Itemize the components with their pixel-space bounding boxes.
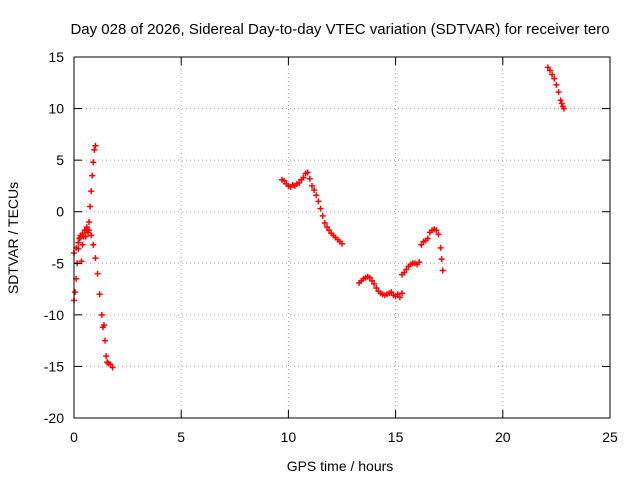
data-point — [88, 188, 95, 195]
x-tick-label: 20 — [495, 429, 511, 445]
data-point — [369, 277, 376, 284]
data-point — [326, 227, 333, 234]
x-tick-label: 0 — [70, 429, 78, 445]
data-point — [90, 159, 97, 166]
data-point — [315, 198, 322, 205]
y-tick-label: -5 — [52, 255, 65, 271]
data-point — [551, 75, 558, 82]
x-tick-label: 5 — [177, 429, 185, 445]
data-point — [371, 280, 378, 287]
data-point — [90, 241, 97, 248]
data-point — [77, 234, 84, 241]
y-tick-label: 15 — [48, 49, 64, 65]
data-point — [82, 233, 89, 240]
y-axis-label: SDTVAR / TECUs — [5, 182, 21, 294]
y-tick-label: 5 — [56, 152, 64, 168]
data-point — [321, 220, 328, 227]
data-point — [76, 235, 83, 242]
y-tick-label: -10 — [44, 307, 64, 323]
data-point — [544, 64, 551, 71]
data-point — [101, 322, 108, 329]
data-point — [311, 187, 318, 194]
data-point — [306, 175, 313, 182]
data-point — [401, 269, 408, 276]
data-point — [102, 337, 109, 344]
grid — [74, 57, 610, 418]
plot-frame — [73, 56, 611, 419]
data-point — [86, 219, 93, 226]
data-point — [79, 230, 86, 237]
data-point — [79, 241, 86, 248]
data-point — [317, 205, 324, 212]
y-tick-label: -20 — [44, 410, 64, 426]
data-point — [403, 266, 410, 273]
x-tick-label: 15 — [388, 429, 404, 445]
data-point — [72, 289, 79, 296]
y-tick-label: 0 — [56, 204, 64, 220]
data-point — [96, 291, 103, 298]
data-point — [424, 235, 431, 242]
data-point — [92, 142, 99, 149]
data-point — [87, 203, 94, 210]
data-point — [416, 259, 423, 266]
data-point — [300, 174, 307, 181]
data-point — [339, 240, 345, 247]
data-point — [323, 224, 330, 231]
data-point — [104, 359, 111, 366]
data-point — [394, 291, 401, 298]
data-point — [435, 231, 442, 238]
data-point — [94, 270, 101, 277]
chart-title: Day 028 of 2026, Sidereal Day-to-day VTE… — [70, 21, 609, 38]
data-point — [86, 227, 93, 234]
data-point — [304, 169, 311, 176]
data-point — [560, 105, 567, 112]
data-point — [109, 364, 116, 371]
data-point — [366, 274, 373, 281]
data-point — [103, 353, 110, 360]
y-tick-label: 10 — [48, 101, 64, 117]
data-point — [373, 285, 380, 292]
x-tick-label: 10 — [281, 429, 297, 445]
data-point — [308, 182, 315, 189]
data-point — [88, 232, 95, 239]
x-tick-label: 25 — [602, 429, 618, 445]
data-point — [558, 100, 565, 107]
data-point — [399, 290, 406, 297]
data-point — [553, 81, 560, 88]
data-point — [296, 179, 303, 186]
data-point — [89, 172, 96, 179]
x-axis-label: GPS time / hours — [287, 458, 394, 474]
data-point — [549, 71, 556, 78]
data-point — [439, 267, 446, 274]
data-point — [433, 227, 440, 234]
data-point — [418, 241, 425, 248]
data-point — [91, 146, 98, 153]
data-point — [557, 97, 564, 104]
data-point — [438, 256, 445, 263]
data-point — [396, 294, 403, 301]
data-point — [546, 67, 553, 74]
data-point — [319, 212, 326, 219]
data-point — [388, 289, 395, 296]
data-point — [107, 361, 114, 368]
data-point — [313, 192, 320, 199]
data-points — [71, 64, 567, 371]
data-point — [437, 244, 444, 251]
data-point — [281, 177, 288, 184]
data-point — [75, 239, 82, 246]
y-tick-label: -15 — [44, 358, 64, 374]
axes: 0 5 10 15 20 25 -20 -15 -10 -5 0 5 10 15 — [44, 49, 618, 445]
data-point — [555, 89, 562, 96]
data-point — [92, 255, 99, 262]
data-point — [98, 311, 105, 318]
